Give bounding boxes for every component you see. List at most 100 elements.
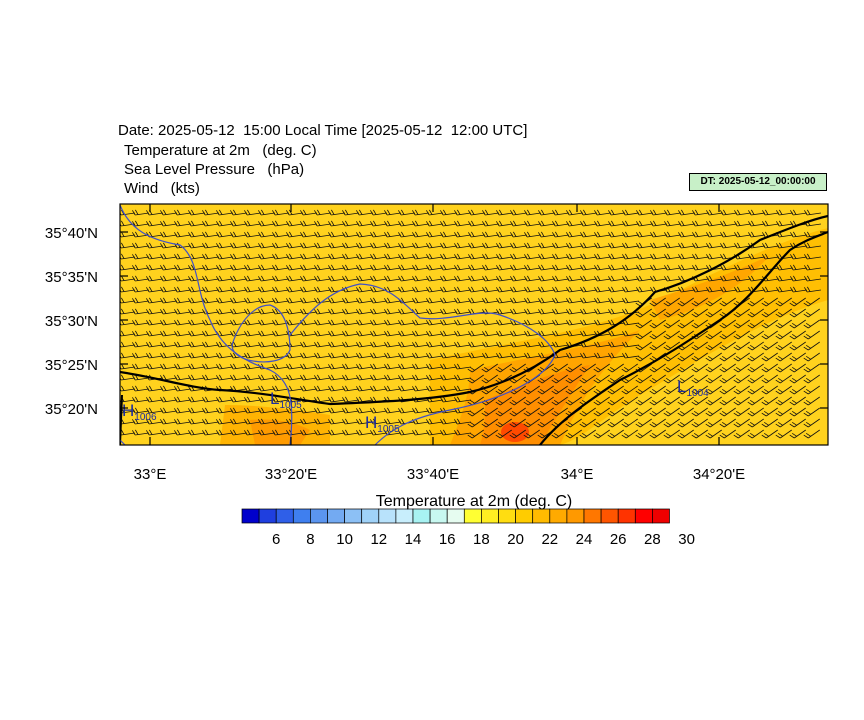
wind-barb	[720, 286, 737, 293]
wind-barb	[664, 220, 681, 227]
wind-barb	[747, 330, 764, 340]
wind-barb	[761, 418, 778, 428]
wind-barb	[650, 253, 667, 260]
wind-barb	[356, 352, 373, 359]
wind-barb	[328, 396, 345, 403]
wind-barb	[454, 286, 471, 293]
wind-barb	[202, 374, 219, 381]
wind-barb	[440, 242, 457, 249]
wind-barb	[272, 308, 289, 315]
wind-barb	[120, 264, 135, 271]
wind-barb	[272, 407, 289, 414]
lat-label: 35°25'N	[45, 357, 98, 374]
wind-barb	[174, 209, 191, 216]
colorbar-tick-label: 22	[541, 531, 558, 548]
wind-barb	[146, 407, 163, 414]
wind-barb	[120, 363, 135, 370]
wind-barb	[510, 352, 527, 359]
wind-barb	[733, 341, 750, 351]
wind-barb	[440, 264, 457, 271]
wind-barb	[538, 220, 555, 227]
wind-barb	[230, 220, 247, 227]
wind-barb	[552, 231, 569, 238]
wind-barb	[594, 352, 611, 359]
wind-barb	[790, 286, 807, 293]
wind-barb	[510, 297, 527, 304]
colorbar-swatch	[241, 508, 260, 524]
wind-barb	[622, 286, 639, 293]
wind-barb	[440, 352, 457, 359]
wind-barb	[174, 374, 191, 381]
wind-barb	[426, 209, 443, 216]
wind-barb	[342, 209, 359, 216]
wind-barb	[120, 242, 135, 249]
wind-barb	[621, 396, 638, 406]
wind-barb	[356, 264, 373, 271]
wind-barb	[523, 418, 540, 428]
wind-barb	[244, 264, 261, 271]
wind-barb	[761, 308, 778, 318]
wind-barb	[356, 341, 373, 348]
colorbar-tick-label: 14	[405, 531, 422, 548]
wind-barb	[370, 308, 387, 315]
wind-barb	[328, 352, 345, 359]
wind-barb	[230, 231, 247, 238]
wind-barb	[804, 209, 821, 216]
wind-barb	[426, 407, 443, 414]
wind-barb	[440, 374, 457, 381]
wind-barb	[748, 231, 765, 238]
wind-barb	[328, 385, 345, 392]
wind-barb	[426, 330, 443, 337]
wind-barb	[258, 407, 275, 414]
wind-barb	[160, 242, 177, 249]
wind-barb	[580, 297, 597, 304]
wind-barb	[566, 297, 583, 304]
colorbar-swatch	[446, 508, 465, 524]
wind-barb	[496, 275, 513, 282]
wind-barb	[314, 242, 331, 249]
wind-barb	[146, 286, 163, 293]
wind-barb	[230, 275, 247, 282]
wind-barb	[174, 319, 191, 326]
wind-barb	[552, 341, 569, 348]
colorbar-tick-label: 30	[678, 531, 695, 548]
wind-barb	[775, 319, 792, 329]
wind-barb	[635, 407, 652, 417]
colorbar-tick-label: 16	[439, 531, 456, 548]
wind-barb	[160, 352, 177, 359]
wind-barb	[524, 231, 541, 238]
wind-barb	[622, 275, 639, 282]
wind-barb	[202, 407, 219, 414]
wind-barb	[440, 297, 457, 304]
wind-barb	[384, 352, 401, 359]
wind-barb	[216, 242, 233, 249]
wind-barb	[440, 407, 457, 414]
wind-barb	[370, 242, 387, 249]
wind-barb	[272, 275, 289, 282]
wind-barb	[608, 286, 625, 293]
wind-barb	[496, 319, 513, 326]
wind-barb	[762, 286, 779, 293]
wind-barb	[244, 220, 261, 227]
wind-barb	[160, 253, 177, 260]
wind-barb	[412, 363, 429, 370]
wind-barb	[258, 231, 275, 238]
wind-barb	[426, 253, 443, 260]
wind-barb	[440, 275, 457, 282]
wind-barb	[286, 319, 303, 326]
wind-barb	[761, 363, 778, 373]
wind-barb	[761, 407, 778, 417]
wind-barb	[636, 220, 653, 227]
wind-barb	[691, 396, 708, 406]
wind-barb	[370, 319, 387, 326]
hottest-spot	[501, 422, 529, 442]
wind-barb	[719, 363, 736, 373]
wind-barb	[384, 374, 401, 381]
colorbar-swatch	[429, 508, 448, 524]
wind-barb	[804, 264, 821, 271]
wind-barb	[636, 242, 653, 249]
colorbar-swatch	[652, 508, 670, 524]
wind-barb	[789, 374, 806, 384]
wind-barb	[342, 242, 359, 249]
wind-barb	[174, 264, 191, 271]
